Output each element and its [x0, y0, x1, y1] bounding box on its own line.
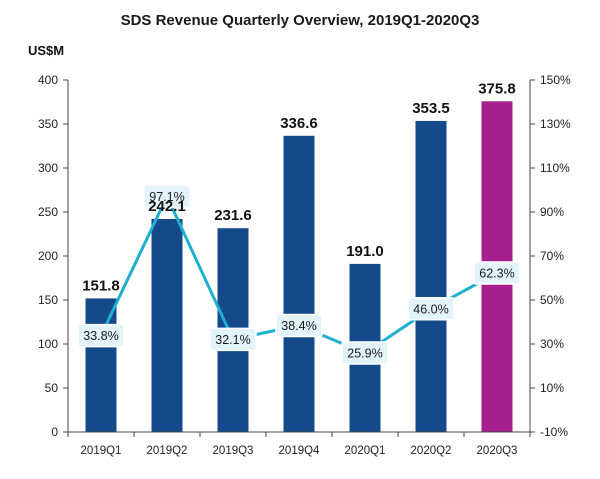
- growth-data-label: 32.1%: [215, 333, 250, 347]
- growth-label-box: [77, 323, 125, 348]
- y2-tick-label: 10%: [540, 381, 564, 395]
- y-tick-label: 300: [38, 161, 58, 175]
- growth-data-label: 97.1%: [149, 190, 184, 204]
- bar-value-label: 151.8: [82, 277, 120, 294]
- bar-value-label: 242.1: [148, 198, 186, 215]
- bar-2019Q1: [85, 298, 117, 432]
- axes-layer: 0 50 100 150 200 250 300 350 400 -10% 10% 30% 50% 70%…: [38, 73, 571, 457]
- x-tick-label: 2019Q3: [213, 445, 254, 457]
- growth-data-label: 25.9%: [347, 347, 382, 361]
- x-tick-label: 2019Q2: [147, 445, 188, 457]
- x-tick-label: 2020Q1: [345, 445, 386, 457]
- y2-tick-label: 30%: [540, 337, 564, 351]
- bar-value-label: 191.0: [346, 243, 384, 260]
- y-tick-label: 200: [38, 249, 58, 263]
- bar-value-label: 231.6: [214, 207, 252, 224]
- bar-2019Q4: [283, 135, 315, 433]
- growth-label-box: [341, 341, 389, 365]
- y-tick-label: 0: [51, 425, 58, 439]
- bars-layer: [85, 101, 513, 433]
- y-tick-label: 150: [38, 293, 58, 307]
- y2-tick-label: 130%: [540, 117, 571, 131]
- y2-tick-label: 110%: [540, 161, 570, 175]
- y-tick-label: 400: [38, 73, 58, 87]
- bar-2019Q2: [151, 218, 183, 432]
- y-tick-label: 50: [45, 381, 59, 395]
- y-tick-label: 350: [38, 117, 58, 131]
- x-tick-label: 2019Q4: [279, 445, 321, 457]
- y-axis-unit-label: US$M: [28, 43, 64, 58]
- growth-label-box: [209, 327, 257, 352]
- y-tick-label: 100: [38, 337, 58, 351]
- x-tick-label: 2020Q3: [477, 445, 518, 457]
- bar-2020Q2: [415, 120, 447, 433]
- y2-tick-label: 150%: [540, 73, 571, 87]
- growth-label-box: [407, 297, 455, 321]
- x-tick-label: 2020Q2: [411, 445, 452, 457]
- y2-tick-label: -10%: [540, 425, 568, 439]
- bar-value-label: 353.5: [412, 100, 450, 117]
- y2-tick-label: 50%: [540, 293, 564, 307]
- growth-data-label: 62.3%: [479, 266, 514, 280]
- growth-data-label: 46.0%: [413, 302, 448, 316]
- y2-tick-label: 70%: [540, 249, 564, 263]
- growth-label-box: [473, 261, 521, 285]
- growth-data-label: 33.8%: [83, 329, 118, 343]
- y-tick-label: 250: [38, 205, 58, 219]
- y2-tick-label: 90%: [540, 205, 564, 219]
- growth-data-label: 38.4%: [281, 319, 316, 333]
- bar-value-label: 375.8: [478, 80, 516, 97]
- chart-title: SDS Revenue Quarterly Overview, 2019Q1-2…: [121, 12, 480, 29]
- x-tick-label: 2019Q1: [81, 445, 122, 457]
- labels-layer: 33.8% 97.1% 32.1% 38.4% 25.9% 46.0% 62.3% 151.8…: [77, 80, 521, 365]
- growth-label-box: [143, 184, 191, 209]
- growth-label-box: [275, 313, 323, 338]
- bar-value-label: 336.6: [280, 115, 318, 132]
